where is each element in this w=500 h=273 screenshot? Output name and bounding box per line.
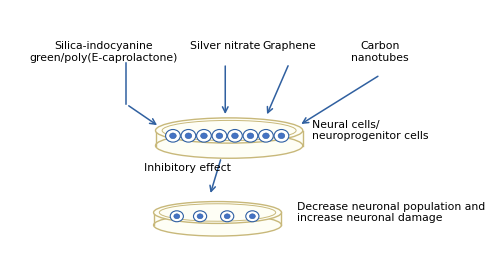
Ellipse shape [156,118,303,143]
Text: Inhibitory effect: Inhibitory effect [144,163,231,173]
Ellipse shape [228,129,242,142]
Ellipse shape [154,201,282,223]
Polygon shape [156,130,303,146]
Ellipse shape [247,133,254,139]
Ellipse shape [156,133,303,158]
Polygon shape [154,212,282,225]
Ellipse shape [197,214,203,219]
Ellipse shape [196,129,212,142]
Ellipse shape [170,211,183,222]
Ellipse shape [262,133,270,139]
Ellipse shape [216,133,223,139]
Ellipse shape [220,211,234,222]
Ellipse shape [170,133,176,139]
Text: Graphene: Graphene [262,41,316,51]
Ellipse shape [243,129,258,142]
Text: Carbon
nanotubes: Carbon nanotubes [352,41,409,63]
Ellipse shape [232,133,238,139]
Ellipse shape [174,214,180,219]
Ellipse shape [212,129,227,142]
Ellipse shape [185,133,192,139]
Ellipse shape [166,129,180,142]
Ellipse shape [224,214,230,219]
Ellipse shape [181,129,196,142]
Ellipse shape [258,129,274,142]
Ellipse shape [250,214,256,219]
Ellipse shape [154,214,282,236]
Ellipse shape [194,211,206,222]
Ellipse shape [246,211,259,222]
Ellipse shape [200,133,207,139]
Text: Silver nitrate: Silver nitrate [190,41,260,51]
Ellipse shape [274,129,289,142]
Text: Silica-indocyanine
green/poly(E-caprolactone): Silica-indocyanine green/poly(E-caprolac… [29,41,178,63]
Text: Decrease neuronal population and
increase neuronal damage: Decrease neuronal population and increas… [297,202,485,223]
Ellipse shape [278,133,285,139]
Text: Neural cells/
neuroprogenitor cells: Neural cells/ neuroprogenitor cells [312,120,429,141]
